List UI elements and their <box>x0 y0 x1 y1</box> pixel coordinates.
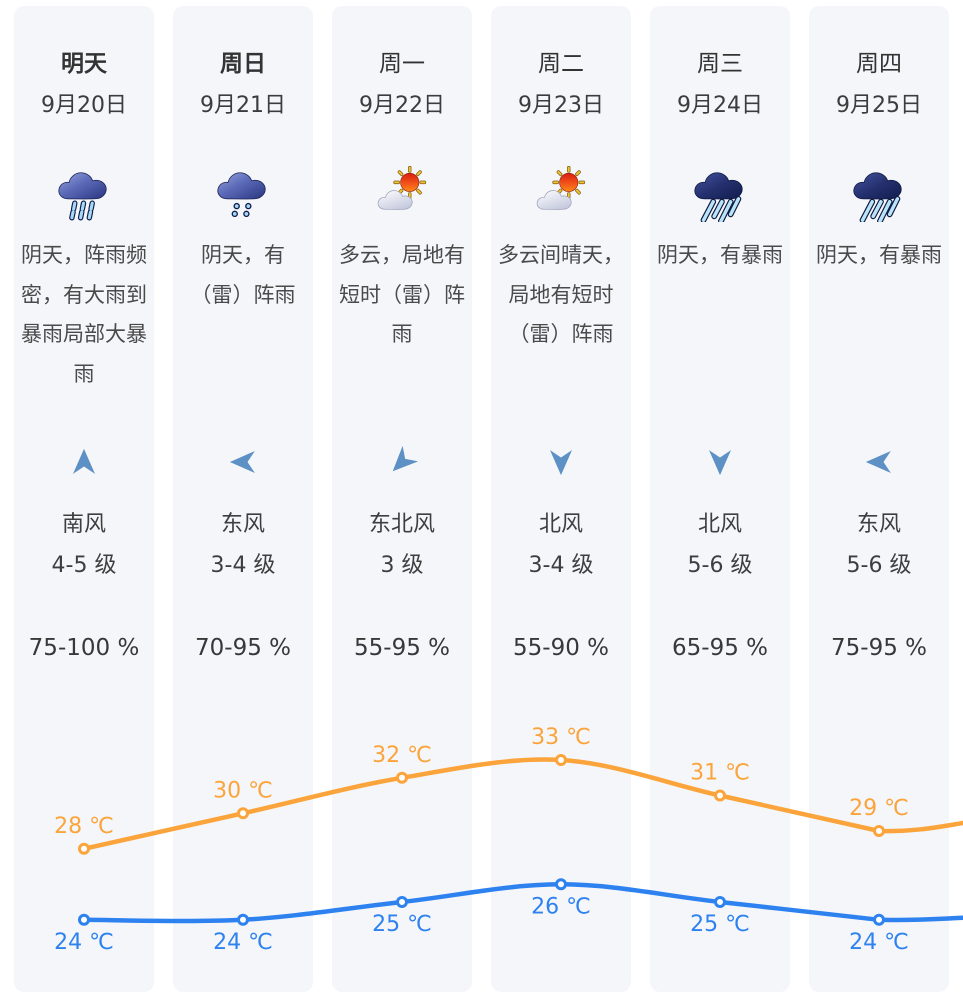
wind-arrow-down-icon <box>546 447 576 477</box>
wind-direction-label: 北风 <box>538 512 583 537</box>
wind-direction-label: 东北风 <box>368 512 435 537</box>
weather-condition-text: 阴天，有暴雨 <box>816 243 942 267</box>
wind-block: 南风 4-5 级 <box>14 504 154 586</box>
showers-icon <box>53 166 115 222</box>
wind-arrow-wrap <box>491 444 631 480</box>
forecast-day-card[interactable]: 周一 9月22日 多云，局地有短时（雷）阵雨 东北风 3 级 55-95 % <box>332 6 472 992</box>
forecast-day-card[interactable]: 周日 9月21日 阴天，有（雷）阵雨 东风 3-4 级 70-95 % <box>173 6 313 992</box>
wind-arrow-wrap <box>332 444 472 480</box>
weather-icon-wrap <box>173 158 313 230</box>
wind-arrow-down-icon <box>705 447 735 477</box>
wind-arrow-up-icon <box>69 447 99 477</box>
weather-condition-text: 多云间晴天，局地有短时（雷）阵雨 <box>498 243 624 346</box>
humidity-range-label: 70-95 % <box>195 635 291 661</box>
weather-condition-text: 阴天，阵雨频密，有大雨到暴雨局部大暴雨 <box>21 243 147 386</box>
wind-direction-label: 东风 <box>856 512 901 537</box>
forecast-day-card[interactable]: 明天 9月20日 阴天，阵雨频密，有大雨到暴雨局部大暴雨 南风 4-5 级 75… <box>14 6 154 992</box>
humidity-range-label: 55-90 % <box>513 635 609 661</box>
wind-block: 东风 3-4 级 <box>173 504 313 586</box>
wind-block: 东北风 3 级 <box>332 504 472 586</box>
wind-level-label: 5-6 级 <box>687 553 753 578</box>
weather-condition-text: 阴天，有暴雨 <box>657 243 783 267</box>
wind-direction-label: 东风 <box>220 512 265 537</box>
wind-level-label: 3-4 级 <box>210 553 276 578</box>
date-label: 9月20日 <box>41 93 127 118</box>
date-label: 9月24日 <box>677 93 763 118</box>
weather-condition-text: 多云，局地有短时（雷）阵雨 <box>339 243 465 346</box>
date-label: 9月21日 <box>200 93 286 118</box>
wind-arrow-wrap <box>650 444 790 480</box>
wind-arrow-left-icon <box>864 447 894 477</box>
day-label: 周日 <box>220 51 266 77</box>
wind-level-label: 5-6 级 <box>846 553 912 578</box>
forecast-day-card[interactable]: 周三 9月24日 阴天，有暴雨 北风 5-6 级 65-95 % <box>650 6 790 992</box>
date-label: 9月22日 <box>359 93 445 118</box>
wind-level-label: 4-5 级 <box>51 553 117 578</box>
humidity-range-label: 75-100 % <box>28 635 140 661</box>
wind-arrow-down-left-icon <box>381 441 423 483</box>
sun-cloud-icon <box>530 166 592 222</box>
wind-level-label: 3-4 级 <box>528 553 594 578</box>
day-label: 明天 <box>61 51 107 77</box>
wind-arrow-left-icon <box>228 447 258 477</box>
day-label: 周二 <box>538 51 584 77</box>
date-label: 9月23日 <box>518 93 604 118</box>
wind-arrow-wrap <box>809 444 949 480</box>
weather-icon-wrap <box>14 158 154 230</box>
humidity-range-label: 55-95 % <box>354 635 450 661</box>
rainstorm-icon <box>848 166 910 222</box>
rainstorm-icon <box>689 166 751 222</box>
humidity-range-label: 75-95 % <box>831 635 927 661</box>
date-label: 9月25日 <box>836 93 922 118</box>
wind-arrow-wrap <box>173 444 313 480</box>
forecast-cards-row: 明天 9月20日 阴天，阵雨频密，有大雨到暴雨局部大暴雨 南风 4-5 级 75… <box>14 6 949 992</box>
wind-block: 东风 5-6 级 <box>809 504 949 586</box>
day-label: 周一 <box>379 51 425 77</box>
wind-direction-label: 北风 <box>697 512 742 537</box>
wind-block: 北风 5-6 级 <box>650 504 790 586</box>
forecast-day-card[interactable]: 周二 9月23日 多云间晴天，局地有短时（雷）阵雨 北风 3-4 级 55-90… <box>491 6 631 992</box>
weather-icon-wrap <box>650 158 790 230</box>
drizzle-icon <box>212 166 274 222</box>
weather-icon-wrap <box>491 158 631 230</box>
weather-condition-text: 阴天，有（雷）阵雨 <box>190 243 296 307</box>
forecast-day-card[interactable]: 周四 9月25日 阴天，有暴雨 东风 5-6 级 75-95 % <box>809 6 949 992</box>
wind-level-label: 3 级 <box>380 553 424 578</box>
day-label: 周三 <box>697 51 743 77</box>
humidity-range-label: 65-95 % <box>672 635 768 661</box>
weather-icon-wrap <box>809 158 949 230</box>
day-label: 周四 <box>856 51 902 77</box>
wind-block: 北风 3-4 级 <box>491 504 631 586</box>
wind-arrow-wrap <box>14 444 154 480</box>
weather-icon-wrap <box>332 158 472 230</box>
sun-cloud-icon <box>371 166 433 222</box>
wind-direction-label: 南风 <box>61 512 106 537</box>
